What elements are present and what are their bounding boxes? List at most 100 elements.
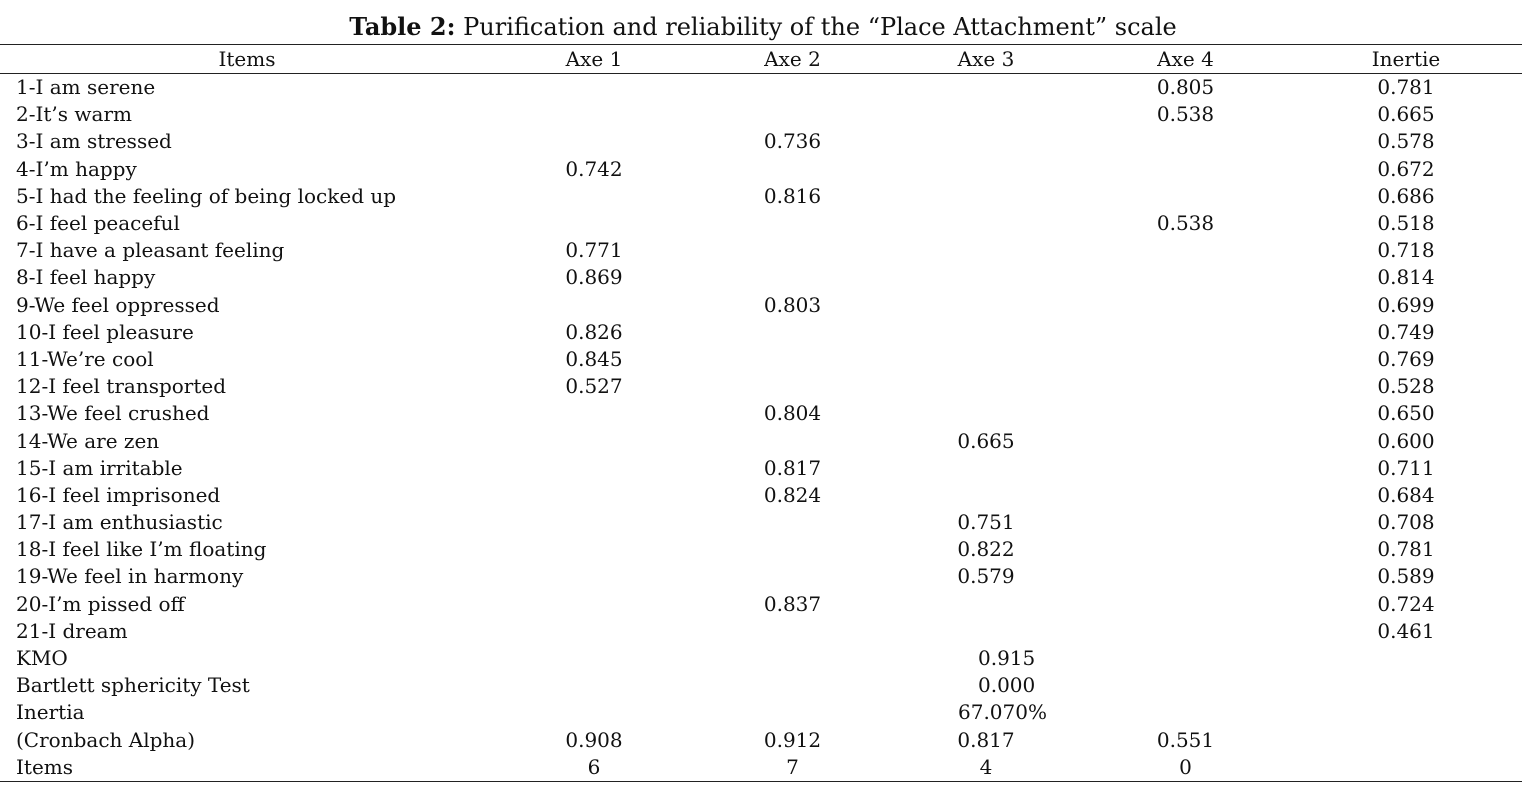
alpha-axe-1: 0.908 xyxy=(565,727,623,752)
cell-axe-4 xyxy=(1081,591,1290,618)
cell-axe-2: 0.837 xyxy=(763,591,822,616)
cell-axe-4 xyxy=(1081,128,1290,155)
summary-row-kmo: KMO 0.915 xyxy=(0,645,1522,672)
cell-axe-1 xyxy=(494,210,694,237)
cell-item: 7-I have a pleasant feeling xyxy=(16,238,285,263)
cell-axe-1 xyxy=(494,536,694,563)
cell-axe-3 xyxy=(891,101,1081,128)
cell-inertie: 0.708 xyxy=(1377,510,1435,535)
cell-axe-4: 0.805 xyxy=(1156,75,1215,100)
cell-axe-3 xyxy=(891,237,1081,264)
bartlett-label: Bartlett sphericity Test xyxy=(16,673,250,698)
cell-axe-4 xyxy=(1081,346,1290,373)
cell-axe-3: 0.822 xyxy=(957,537,1015,562)
cell-axe-3 xyxy=(891,400,1081,427)
cell-axe-3 xyxy=(891,292,1081,319)
cell-axe-2 xyxy=(694,346,891,373)
table-caption-label: Table 2: xyxy=(349,12,456,41)
table-row: 11-We’re cool 0.845 0.769 xyxy=(0,346,1522,373)
cell-item: 19-We feel in harmony xyxy=(16,564,244,589)
table-row: 18-I feel like I’m floating 0.822 0.781 xyxy=(0,536,1522,563)
cell-axe-2 xyxy=(694,509,891,536)
summary-row-items: Items 6 7 4 0 xyxy=(0,753,1522,782)
cell-item: 16-I feel imprisoned xyxy=(16,482,221,507)
cell-axe-3 xyxy=(891,482,1081,509)
cell-axe-1 xyxy=(494,482,694,509)
bartlett-value: 0.000 xyxy=(978,673,1036,698)
cell-inertie: 0.528 xyxy=(1377,374,1435,399)
cell-item: 11-We’re cool xyxy=(16,346,154,371)
header-axe-4: Axe 4 xyxy=(1081,44,1290,74)
cell-axe-3 xyxy=(891,373,1081,400)
cell-inertie: 0.724 xyxy=(1377,591,1435,616)
cell-inertie: 0.684 xyxy=(1377,482,1435,507)
cell-inertie: 0.699 xyxy=(1377,292,1435,317)
table-row: 2-It’s warm 0.538 0.665 xyxy=(0,101,1522,128)
header-inertie: Inertie xyxy=(1290,44,1522,74)
cell-item: 14-We are zen xyxy=(16,428,160,453)
table-row: 19-We feel in harmony 0.579 0.589 xyxy=(0,563,1522,590)
cell-axe-2 xyxy=(694,536,891,563)
items-count-axe-4: 0 xyxy=(1081,753,1290,782)
cell-axe-3 xyxy=(891,156,1081,183)
table-caption: Table 2: Purification and reliability of… xyxy=(0,12,1526,42)
items-count-axe-2: 7 xyxy=(694,753,891,782)
cell-axe-3 xyxy=(891,591,1081,618)
cell-axe-3 xyxy=(891,74,1081,102)
cell-axe-3: 0.751 xyxy=(957,510,1015,535)
cell-item: 12-I feel transported xyxy=(16,374,227,399)
cell-inertie: 0.665 xyxy=(1377,102,1435,127)
table-row: 20-I’m pissed off 0.837 0.724 xyxy=(0,591,1522,618)
cell-axe-4 xyxy=(1081,536,1290,563)
cell-axe-2 xyxy=(694,237,891,264)
cell-item: 10-I feel pleasure xyxy=(16,319,194,344)
cell-axe-1 xyxy=(494,292,694,319)
items-count-axe-1: 6 xyxy=(494,753,694,782)
cell-axe-2 xyxy=(694,264,891,291)
summary-row-inertia: Inertia 67.070% xyxy=(0,699,1522,726)
cell-axe-2 xyxy=(694,563,891,590)
cell-axe-1 xyxy=(494,509,694,536)
cell-axe-2: 0.824 xyxy=(763,482,822,507)
cell-axe-1: 0.826 xyxy=(565,319,623,344)
cell-axe-2 xyxy=(694,101,891,128)
cell-inertie: 0.518 xyxy=(1377,211,1435,236)
cell-inertie: 0.600 xyxy=(1377,428,1435,453)
cell-axe-3 xyxy=(891,455,1081,482)
alpha-axe-4: 0.551 xyxy=(1156,727,1215,752)
cell-inertie: 0.749 xyxy=(1377,319,1435,344)
cell-axe-1: 0.742 xyxy=(565,156,623,181)
header-items: Items xyxy=(0,44,494,74)
table-row: 13-We feel crushed 0.804 0.650 xyxy=(0,400,1522,427)
cell-axe-4 xyxy=(1081,618,1290,645)
table-row: 5-I had the feeling of being locked up 0.… xyxy=(0,183,1522,210)
table-row: 14-We are zen 0.665 0.600 xyxy=(0,427,1522,454)
cell-axe-2 xyxy=(694,156,891,183)
place-attachment-table: Items Axe 1 Axe 2 Axe 3 Axe 4 Inertie 1-… xyxy=(0,44,1522,782)
alpha-label: (Cronbach Alpha) xyxy=(16,727,196,752)
cell-item: 15-I am irritable xyxy=(16,455,183,480)
table-row: 1-I am serene 0.805 0.781 xyxy=(0,74,1522,102)
header-axe-2: Axe 2 xyxy=(694,44,891,74)
cell-axe-1 xyxy=(494,400,694,427)
cell-axe-1: 0.771 xyxy=(565,238,623,263)
table-row: 15-I am irritable 0.817 0.711 xyxy=(0,455,1522,482)
cell-item: 20-I’m pissed off xyxy=(16,591,185,616)
cell-item: 2-It’s warm xyxy=(16,102,132,127)
cell-axe-4 xyxy=(1081,482,1290,509)
cell-axe-3 xyxy=(891,618,1081,645)
cell-inertie: 0.711 xyxy=(1377,455,1435,480)
cell-inertie: 0.686 xyxy=(1377,183,1435,208)
cell-axe-2: 0.817 xyxy=(763,455,822,480)
cell-axe-2: 0.804 xyxy=(763,401,822,426)
cell-axe-1 xyxy=(494,101,694,128)
cell-axe-4 xyxy=(1081,373,1290,400)
cell-inertie: 0.578 xyxy=(1377,129,1435,154)
alpha-axe-3: 0.817 xyxy=(957,727,1015,752)
table-caption-text: Purification and reliability of the “Pla… xyxy=(463,13,1177,41)
cell-axe-3 xyxy=(891,128,1081,155)
cell-inertie: 0.672 xyxy=(1377,156,1435,181)
cell-axe-4 xyxy=(1081,237,1290,264)
cell-axe-1 xyxy=(494,74,694,102)
cell-item: 13-We feel crushed xyxy=(16,401,210,426)
